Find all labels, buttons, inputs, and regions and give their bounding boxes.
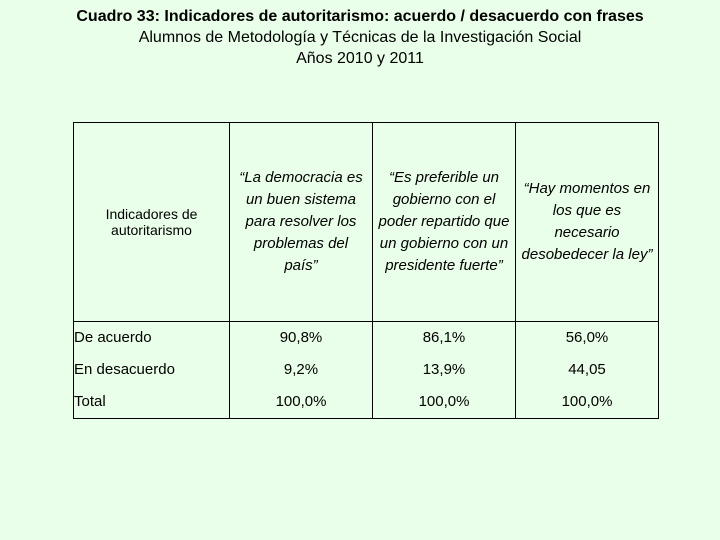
- data-table-container: Indicadores de autoritarismo “La democra…: [73, 122, 659, 419]
- table-cell: 13,9%: [372, 354, 516, 386]
- corner-header-label: Indicadores de autoritarismo: [105, 206, 198, 238]
- table-years: Años 2010 y 2011: [296, 50, 424, 67]
- table-cell: 90,8%: [229, 321, 373, 354]
- table-cell: 100,0%: [515, 386, 659, 419]
- table-row: En desacuerdo 9,2% 13,9% 44,05: [73, 354, 659, 386]
- column-header-label: “Hay momentos en los que es necesario de…: [521, 180, 653, 263]
- column-header-label: “La democracia es un buen sistema para r…: [239, 169, 363, 274]
- row-label: Total: [73, 386, 230, 419]
- column-header-democracy: “La democracia es un buen sistema para r…: [229, 122, 373, 322]
- column-header-disobey-law: “Hay momentos en los que es necesario de…: [515, 122, 659, 322]
- table-cell: 86,1%: [372, 321, 516, 354]
- column-header-government: “Es preferible un gobierno con el poder …: [372, 122, 516, 322]
- table-cell: 100,0%: [372, 386, 516, 419]
- corner-header: Indicadores de autoritarismo: [73, 122, 230, 322]
- table-subtitle: Alumnos de Metodología y Técnicas de la …: [138, 29, 582, 46]
- table-cell: 9,2%: [229, 354, 373, 386]
- table-title: Cuadro 33: Indicadores de autoritarismo:…: [76, 8, 644, 25]
- table-row: Total 100,0% 100,0% 100,0%: [73, 386, 659, 419]
- table-caption: Cuadro 33: Indicadores de autoritarismo:…: [0, 6, 720, 69]
- table-header-row: Indicadores de autoritarismo “La democra…: [73, 122, 659, 322]
- data-table: Indicadores de autoritarismo “La democra…: [73, 122, 659, 419]
- row-label: En desacuerdo: [73, 354, 230, 386]
- row-label: De acuerdo: [73, 321, 230, 354]
- column-header-label: “Es preferible un gobierno con el poder …: [378, 169, 510, 274]
- table-cell: 100,0%: [229, 386, 373, 419]
- table-cell: 44,05: [515, 354, 659, 386]
- table-cell: 56,0%: [515, 321, 659, 354]
- table-row: De acuerdo 90,8% 86,1% 56,0%: [73, 321, 659, 354]
